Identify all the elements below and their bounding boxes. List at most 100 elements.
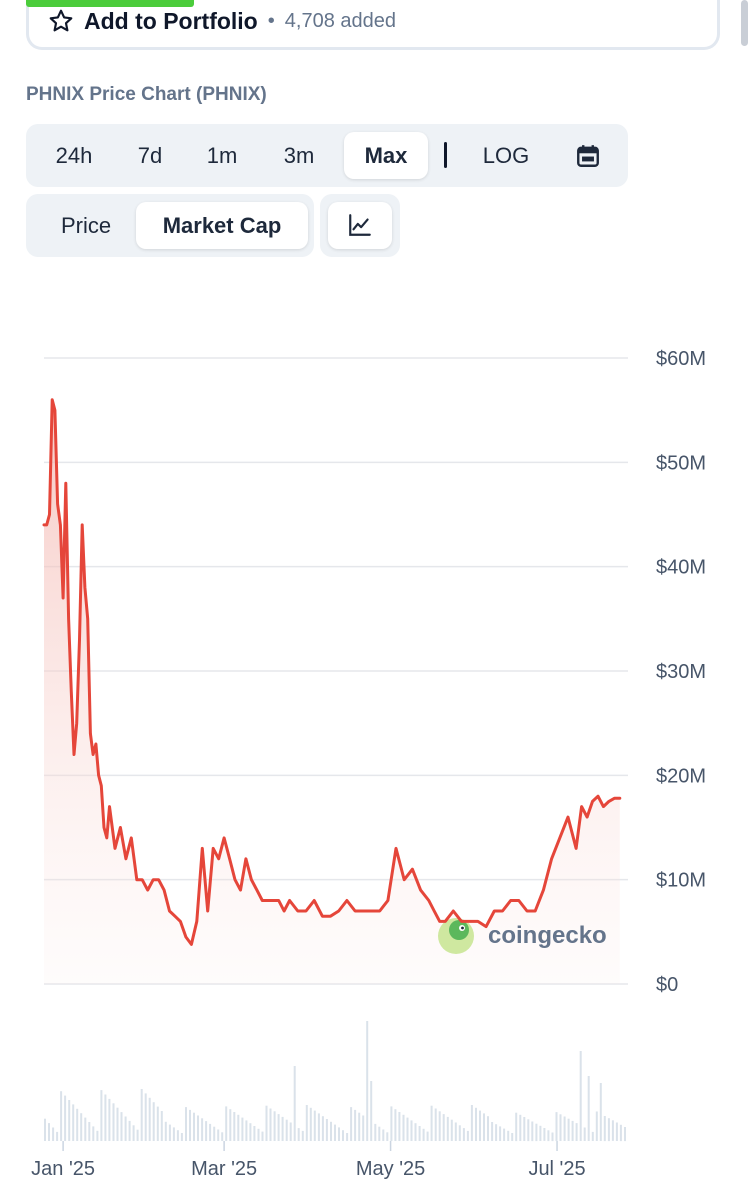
volume-bar	[84, 1117, 87, 1141]
volume-bar	[321, 1116, 324, 1141]
volume-bar	[201, 1118, 204, 1141]
y-tick-label: $40M	[656, 557, 706, 579]
x-tick-label: Mar '25	[191, 1158, 257, 1180]
volume-bar	[189, 1109, 191, 1141]
y-tick-label: $60M	[656, 348, 706, 370]
tab-max[interactable]: Max	[344, 132, 428, 179]
tab-7d[interactable]: 7d	[137, 143, 163, 168]
volume-bar	[575, 1123, 578, 1141]
volume-bar	[64, 1095, 67, 1141]
volume-bar	[229, 1109, 232, 1141]
volume-bar	[116, 1107, 119, 1141]
log-scale-toggle[interactable]: LOG	[482, 143, 530, 168]
volume-bar	[619, 1124, 622, 1142]
volume-bar	[370, 1081, 373, 1141]
volume-bar	[483, 1113, 485, 1141]
market-cap-chart[interactable]: coingecko $0 $10M $20M $30M $40M $50M $60M Jan…	[0, 320, 752, 1199]
volume-bar	[386, 1132, 389, 1141]
volume-bar	[519, 1114, 522, 1141]
volume-bar	[346, 1133, 349, 1141]
volume-bar	[362, 1115, 365, 1141]
volume-bar	[551, 1132, 554, 1142]
star-icon	[49, 9, 73, 32]
volume-bar	[152, 1102, 155, 1141]
volume-bar	[305, 1105, 308, 1141]
volume-bar	[205, 1121, 208, 1141]
volume-bar	[390, 1106, 393, 1141]
volume-bar	[193, 1112, 195, 1141]
volume-bar	[209, 1123, 212, 1141]
volume-bar	[44, 1118, 46, 1141]
chart-type-selector	[320, 194, 400, 257]
volume-bar	[418, 1126, 421, 1141]
add-to-portfolio-label: Add to Portfolio	[84, 7, 258, 34]
volume-bar	[148, 1097, 151, 1141]
volume-bar	[611, 1120, 614, 1141]
volume-bar	[140, 1089, 143, 1141]
tab-price[interactable]: Price	[60, 213, 112, 238]
volume-bar	[466, 1130, 469, 1141]
tab-24h[interactable]: 24h	[55, 143, 93, 168]
volume-bar	[555, 1112, 558, 1141]
volume-bar	[479, 1110, 481, 1141]
volume-bar	[487, 1116, 489, 1141]
line-chart-button[interactable]	[328, 202, 392, 249]
volume-bar	[289, 1122, 292, 1141]
volume-bar	[261, 1131, 264, 1141]
volume-bar	[583, 1127, 586, 1141]
progress-indicator	[26, 0, 194, 7]
time-range-selector: 24h 7d 1m 3m Max LOG	[26, 124, 628, 187]
volume-bar	[599, 1083, 602, 1141]
tab-3m[interactable]: 3m	[283, 143, 315, 168]
tab-market-cap[interactable]: Market Cap	[136, 202, 308, 249]
scrollbar-thumb[interactable]	[741, 0, 748, 46]
line-chart-icon	[349, 214, 371, 236]
volume-bar	[406, 1117, 409, 1141]
volume-bar	[325, 1119, 328, 1141]
volume-bar	[559, 1114, 562, 1141]
volume-bar	[402, 1114, 405, 1141]
add-to-portfolio-button[interactable]: Add to Portfolio • 4,708 added	[48, 6, 396, 36]
volume-bar	[338, 1127, 340, 1141]
x-axis-labels: Jan '25 Mar '25 May '25 Jul '25	[31, 1141, 586, 1180]
x-tick-label: Jan '25	[31, 1158, 95, 1180]
volume-bar	[511, 1133, 514, 1141]
volume-bar	[454, 1122, 457, 1141]
volume-bar	[624, 1127, 626, 1142]
volume-bar	[330, 1121, 332, 1141]
volume-bar	[120, 1112, 123, 1141]
volume-bar	[313, 1110, 316, 1141]
volume-bar	[475, 1107, 477, 1141]
chart-title: PHNIX Price Chart (PHNIX)	[26, 84, 267, 105]
separator-dot: •	[267, 9, 275, 32]
volume-bar	[426, 1131, 429, 1141]
volume-bar	[301, 1130, 304, 1141]
volume-bar	[495, 1124, 498, 1141]
volume-bar	[60, 1091, 63, 1141]
y-axis-labels: $0 $10M $20M $30M $40M $50M $60M	[656, 348, 706, 996]
volume-bar	[507, 1130, 510, 1141]
calendar-icon[interactable]	[575, 143, 601, 169]
volume-bar	[398, 1112, 401, 1141]
volume-bar	[450, 1119, 453, 1141]
volume-bar	[96, 1130, 99, 1141]
y-tick-label: $20M	[656, 765, 706, 787]
volume-bar	[374, 1123, 377, 1141]
volume-bar	[156, 1106, 159, 1141]
volume-bar	[136, 1129, 139, 1141]
y-tick-label: $0	[656, 974, 678, 996]
volume-bar	[366, 1021, 369, 1141]
volume-bar	[48, 1123, 50, 1141]
volume-bar	[579, 1051, 582, 1141]
volume-bar	[253, 1126, 256, 1141]
tab-1m[interactable]: 1m	[206, 143, 238, 168]
volume-bar	[378, 1126, 381, 1141]
y-tick-label: $50M	[656, 452, 706, 474]
volume-bar	[213, 1126, 216, 1141]
volume-bar	[269, 1108, 272, 1141]
volume-bar	[221, 1132, 224, 1141]
volume-bar	[571, 1120, 574, 1141]
volume-bar	[265, 1105, 268, 1141]
portfolio-card[interactable]	[26, 0, 720, 50]
volume-bar	[535, 1123, 538, 1142]
